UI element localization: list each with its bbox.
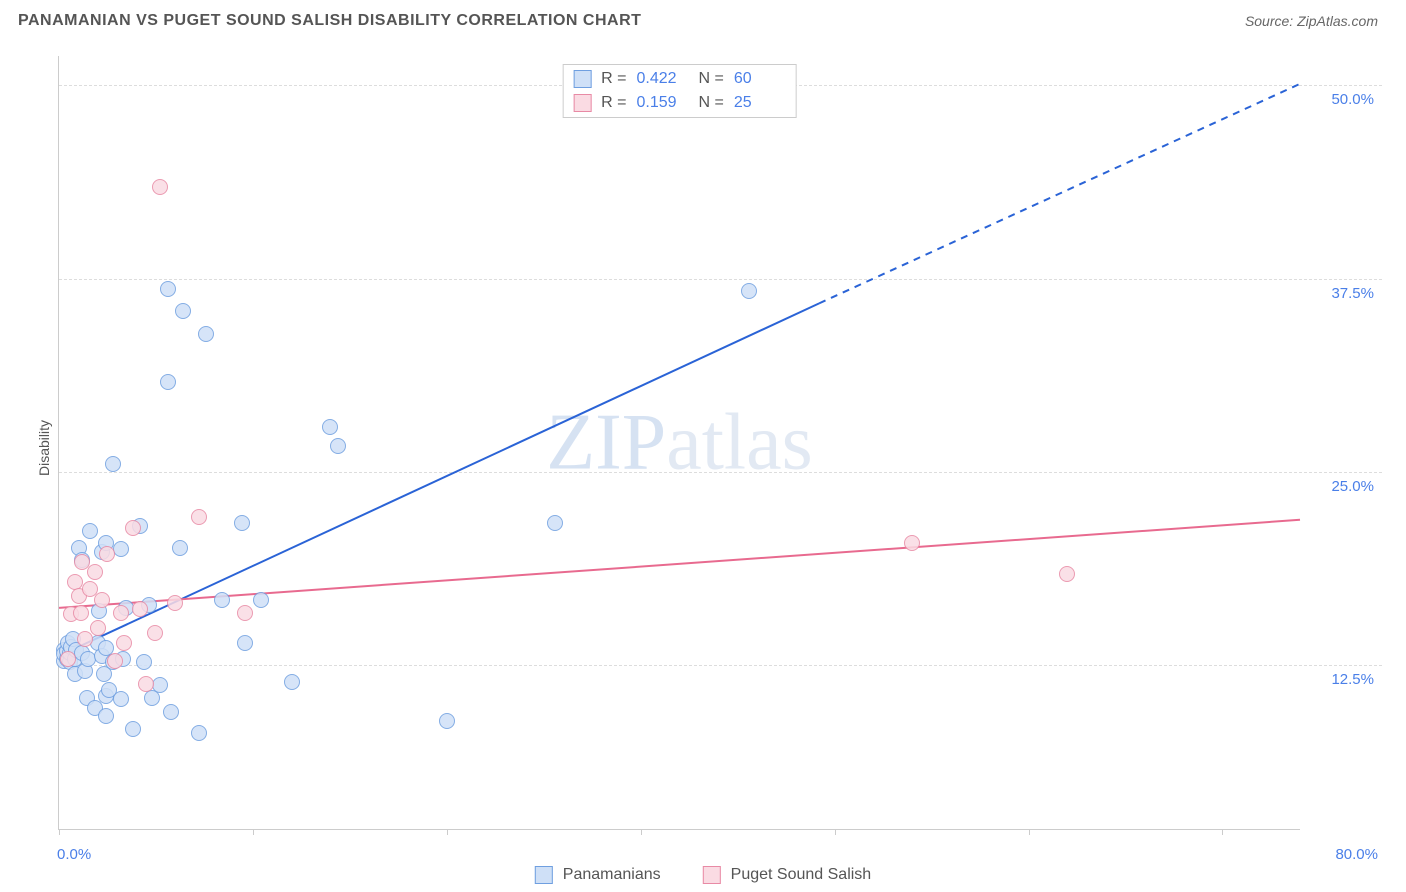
data-point <box>105 456 121 472</box>
x-tick <box>1222 829 1223 835</box>
data-point <box>175 303 191 319</box>
data-point <box>253 592 269 608</box>
trend-line-extension <box>819 84 1300 304</box>
legend-swatch <box>573 70 591 88</box>
x-tick <box>447 829 448 835</box>
data-point <box>125 520 141 536</box>
x-tick <box>253 829 254 835</box>
data-point <box>741 283 757 299</box>
data-point <box>94 592 110 608</box>
data-point <box>439 713 455 729</box>
data-point <box>98 708 114 724</box>
legend-n-label: N = <box>699 70 724 88</box>
data-point <box>172 540 188 556</box>
chart-title: PANAMANIAN VS PUGET SOUND SALISH DISABIL… <box>18 12 641 30</box>
y-tick-label: 12.5% <box>1331 671 1374 688</box>
data-point <box>1059 566 1075 582</box>
legend-n-value: 25 <box>734 94 786 112</box>
y-tick-label: 37.5% <box>1331 285 1374 302</box>
data-point <box>198 326 214 342</box>
data-point <box>152 677 168 693</box>
data-point <box>214 592 230 608</box>
trend-line <box>59 520 1300 608</box>
data-point <box>330 438 346 454</box>
chart-container: Disability ZIPatlas R = 0.422 N = 60 R = 0.15… <box>38 48 1382 848</box>
watermark: ZIPatlas <box>546 397 813 488</box>
data-point <box>163 704 179 720</box>
data-point <box>547 515 563 531</box>
legend-n-value: 60 <box>734 70 786 88</box>
header: PANAMANIAN VS PUGET SOUND SALISH DISABIL… <box>0 0 1406 38</box>
data-point <box>191 509 207 525</box>
data-point <box>147 625 163 641</box>
data-point <box>125 721 141 737</box>
gridline <box>59 279 1382 280</box>
data-point <box>60 651 76 667</box>
series-legend: Panamanians Puget Sound Salish <box>535 866 871 884</box>
correlation-legend: R = 0.422 N = 60 R = 0.159 N = 25 <box>562 64 797 118</box>
data-point <box>152 179 168 195</box>
gridline <box>59 665 1382 666</box>
data-point <box>160 281 176 297</box>
x-tick <box>835 829 836 835</box>
legend-label: Panamanians <box>563 866 661 884</box>
data-point <box>234 515 250 531</box>
legend-r-label: R = <box>601 70 626 88</box>
data-point <box>73 605 89 621</box>
data-point <box>904 535 920 551</box>
trend-lines-layer <box>59 56 1300 829</box>
x-tick <box>59 829 60 835</box>
legend-row: R = 0.422 N = 60 <box>571 67 788 91</box>
legend-label: Puget Sound Salish <box>731 866 872 884</box>
legend-item: Panamanians <box>535 866 661 884</box>
y-axis-label: Disability <box>36 420 52 476</box>
legend-r-value: 0.422 <box>637 70 689 88</box>
data-point <box>160 374 176 390</box>
legend-swatch <box>703 866 721 884</box>
legend-r-label: R = <box>601 94 626 112</box>
data-point <box>90 620 106 636</box>
data-point <box>237 635 253 651</box>
data-point <box>113 541 129 557</box>
gridline <box>59 472 1382 473</box>
data-point <box>113 691 129 707</box>
data-point <box>136 654 152 670</box>
y-tick-label: 25.0% <box>1331 478 1374 495</box>
legend-r-value: 0.159 <box>637 94 689 112</box>
data-point <box>82 523 98 539</box>
source-label: Source: ZipAtlas.com <box>1245 13 1378 29</box>
data-point <box>322 419 338 435</box>
data-point <box>107 653 123 669</box>
data-point <box>167 595 183 611</box>
data-point <box>116 635 132 651</box>
data-point <box>113 605 129 621</box>
x-tick-label: 0.0% <box>57 846 91 863</box>
legend-row: R = 0.159 N = 25 <box>571 91 788 115</box>
data-point <box>237 605 253 621</box>
y-tick-label: 50.0% <box>1331 91 1374 108</box>
data-point <box>138 676 154 692</box>
x-tick <box>1029 829 1030 835</box>
data-point <box>132 601 148 617</box>
legend-n-label: N = <box>699 94 724 112</box>
legend-item: Puget Sound Salish <box>703 866 872 884</box>
plot-area: ZIPatlas R =0.422N =60R =0.159N =25 12.5… <box>58 56 1300 830</box>
data-point <box>99 546 115 562</box>
data-point <box>284 674 300 690</box>
legend-swatch <box>573 94 591 112</box>
x-tick-label: 80.0% <box>1335 846 1378 863</box>
legend-swatch <box>535 866 553 884</box>
x-tick <box>641 829 642 835</box>
data-point <box>87 564 103 580</box>
data-point <box>191 725 207 741</box>
